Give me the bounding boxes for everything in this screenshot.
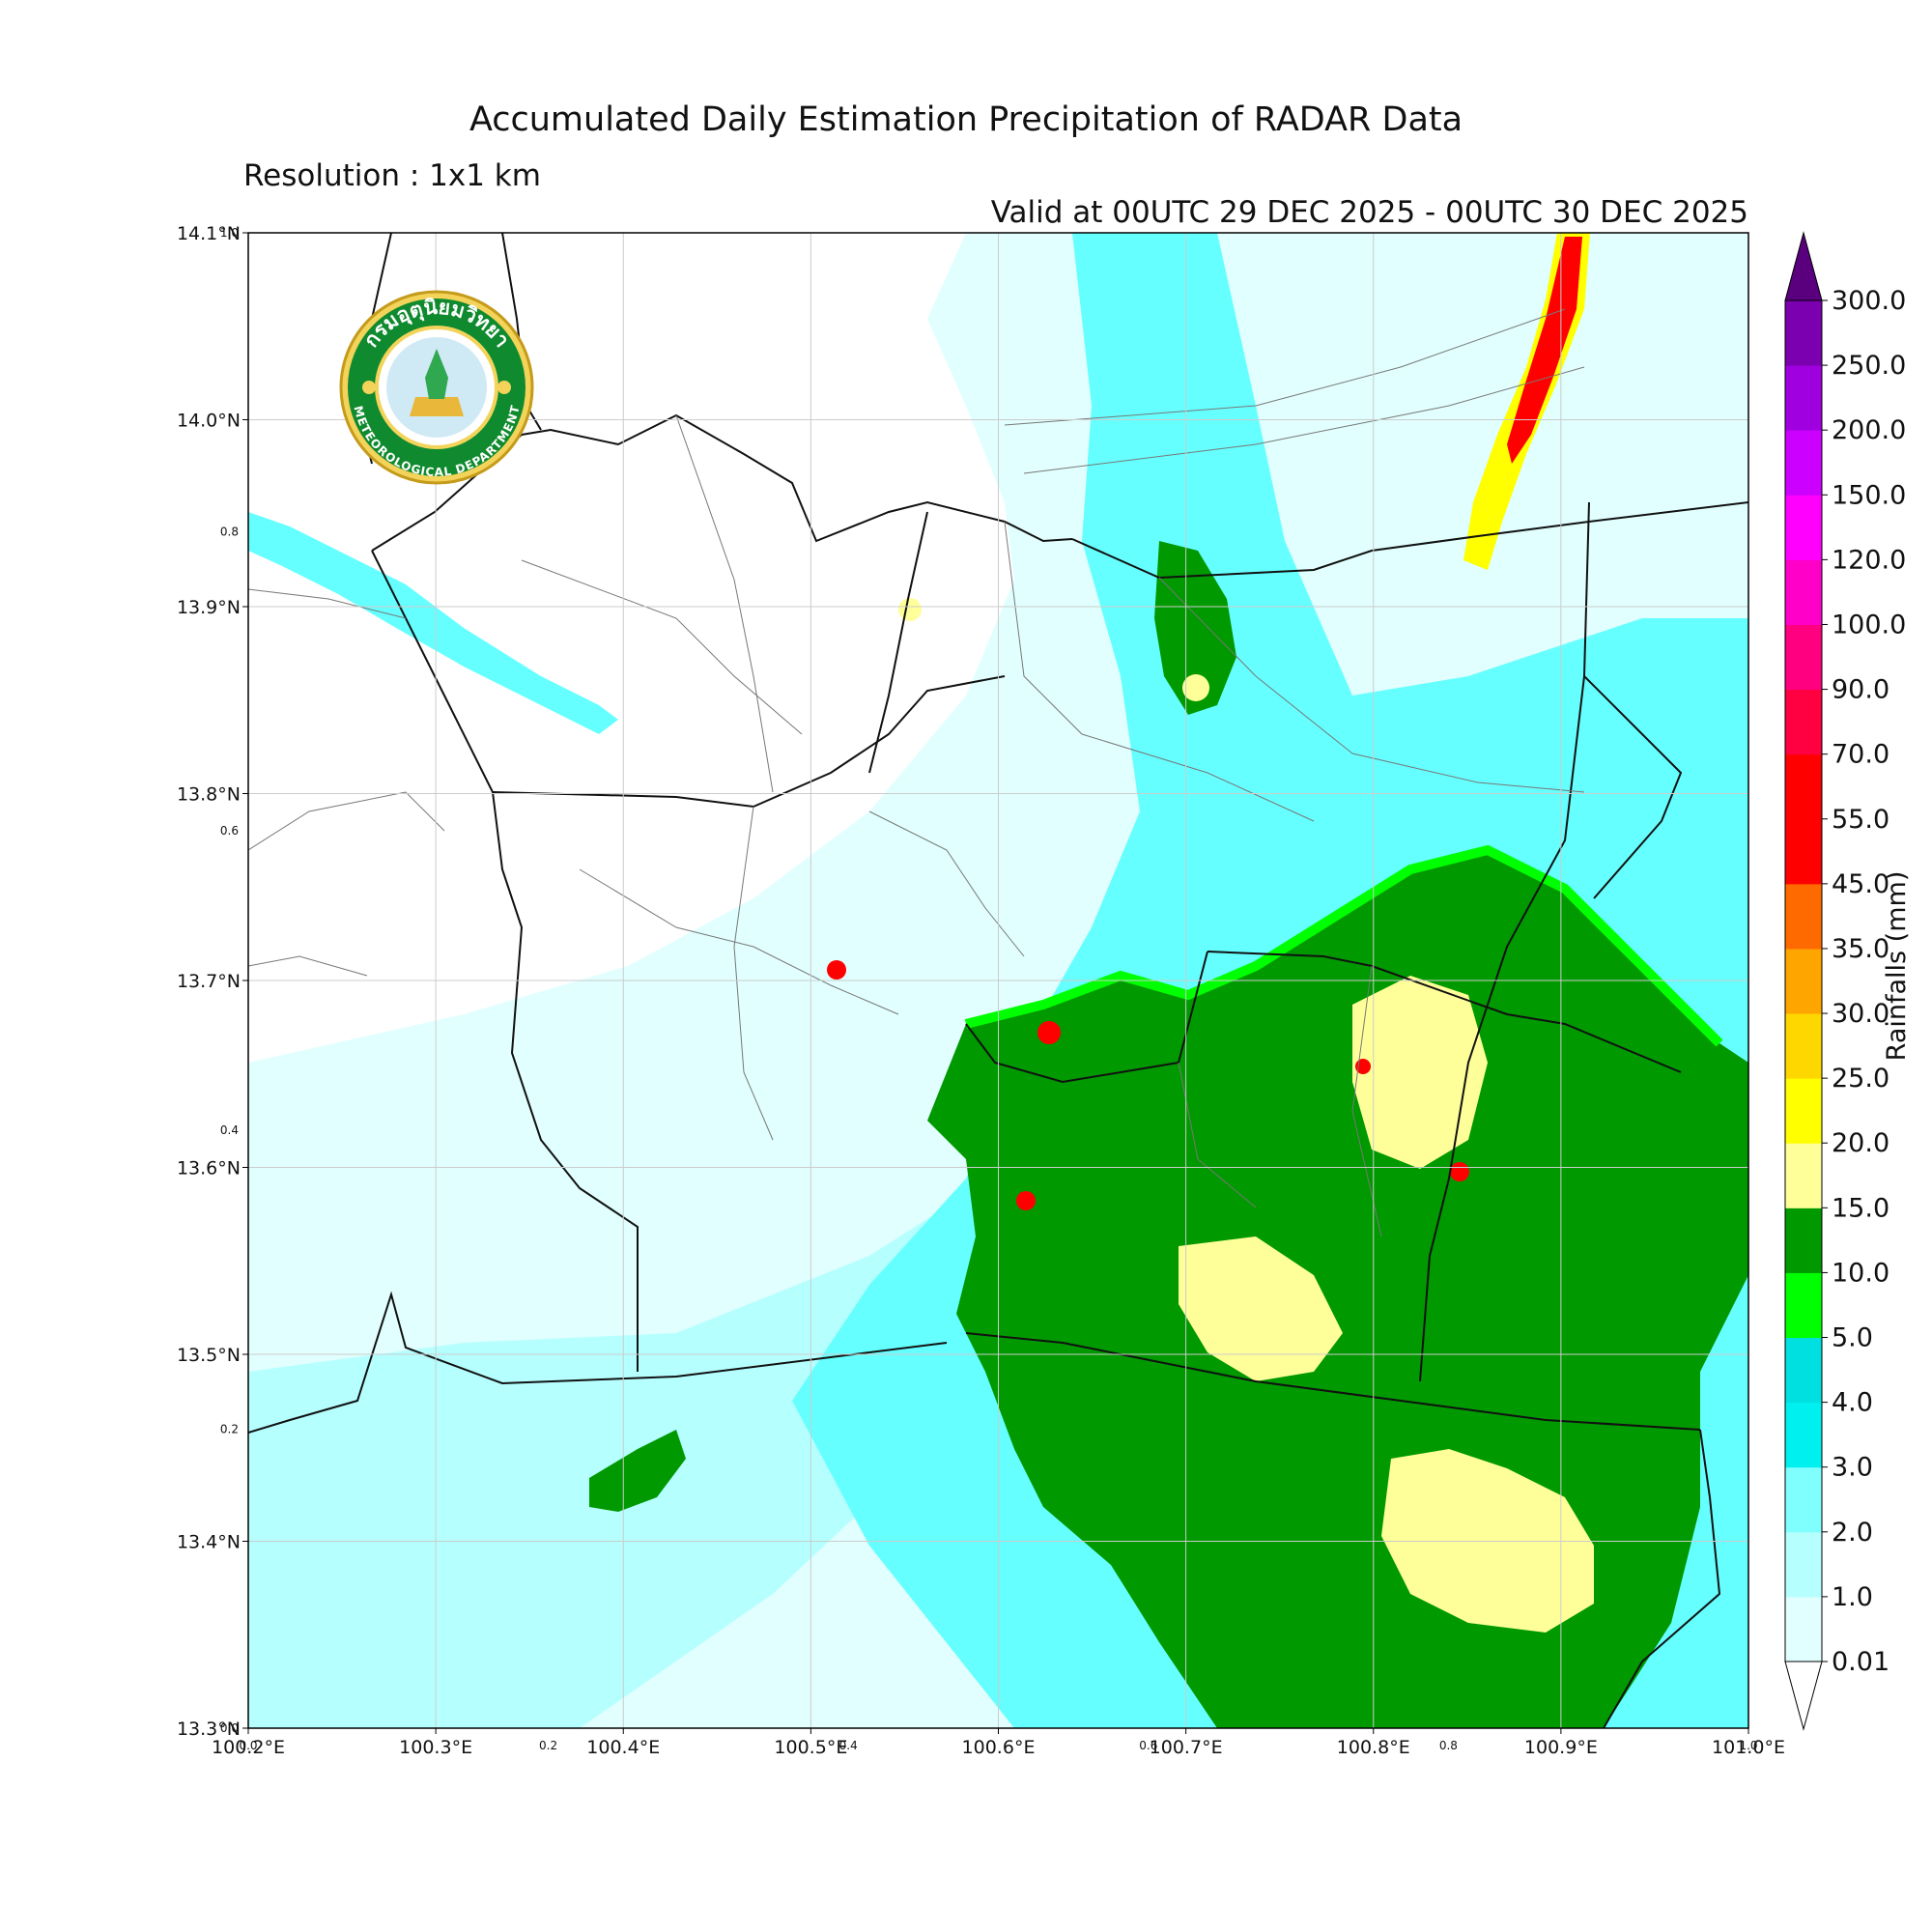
colorbar-segment xyxy=(1785,300,1822,366)
colorbar-tick-label: 3.0 xyxy=(1832,1453,1873,1483)
lon-tick-label: 100.7°E xyxy=(1150,1737,1223,1758)
lon-tick-label: 100.3°E xyxy=(399,1737,472,1758)
colorbar-tick-label: 1.0 xyxy=(1832,1582,1873,1612)
colorbar-segment xyxy=(1785,1597,1822,1662)
logo-ornament-right-icon xyxy=(497,381,511,394)
colorbar-tick-label: 90.0 xyxy=(1832,675,1889,705)
colorbar-segment xyxy=(1785,495,1822,560)
colorbar-tick-label: 15.0 xyxy=(1832,1193,1889,1223)
colorbar-tick-label: 2.0 xyxy=(1832,1518,1873,1548)
colorbar-segment xyxy=(1785,754,1822,820)
longitude-ticks: 100.2°E 100.3°E 100.4°E 100.5°E 100.6°E 100.7… xyxy=(212,1728,1785,1758)
lon-tick-label: 100.4°E xyxy=(586,1737,660,1758)
rain-cell xyxy=(898,598,922,621)
colorbar-tick-label: 300.0 xyxy=(1832,286,1906,316)
colorbar-segment xyxy=(1785,1208,1822,1273)
lon-tick-label: 100.6°E xyxy=(962,1737,1036,1758)
colorbar-tick-label: 200.0 xyxy=(1832,415,1906,445)
colorbar-tick-label: 5.0 xyxy=(1832,1323,1873,1353)
lat-tick-label: 13.5°N xyxy=(177,1345,241,1366)
colorbar-tick-label: 0.01 xyxy=(1832,1647,1889,1677)
colorbar-segment xyxy=(1785,624,1822,690)
colorbar-segment xyxy=(1785,1078,1822,1144)
colorbar-tick-label: 10.0 xyxy=(1832,1258,1889,1288)
secondary-tick-label: 0.8 xyxy=(220,526,239,539)
colorbar-tick-label: 100.0 xyxy=(1832,610,1906,639)
secondary-tick-label: 1.0 xyxy=(220,226,239,240)
colorbar-segment xyxy=(1785,1143,1822,1208)
colorbar-extend-max xyxy=(1785,233,1822,300)
colorbar-segment xyxy=(1785,559,1822,625)
colorbar-segment xyxy=(1785,1532,1822,1598)
logo-ornament-left-icon xyxy=(362,381,376,394)
colorbar-label: Rainfalls (mm) xyxy=(1882,871,1912,1062)
colorbar-segment xyxy=(1785,949,1822,1014)
secondary-tick-label: 1.0 xyxy=(1739,1739,1757,1752)
colorbar-tick-label: 70.0 xyxy=(1832,740,1889,770)
lat-tick-label: 13.4°N xyxy=(177,1532,241,1553)
secondary-tick-label: 0.4 xyxy=(220,1123,239,1137)
secondary-tick-label: 0.2 xyxy=(539,1739,557,1752)
lat-tick-label: 14.0°N xyxy=(177,411,241,432)
logo-throne-icon xyxy=(410,397,464,416)
lat-tick-label: 13.8°N xyxy=(177,784,241,806)
lon-tick-label: 100.9°E xyxy=(1524,1737,1598,1758)
lon-tick-label: 100.8°E xyxy=(1337,1737,1410,1758)
rain-cell xyxy=(1182,674,1209,701)
rain-cell xyxy=(1450,1162,1469,1181)
rain-cell xyxy=(1016,1191,1036,1210)
colorbar-segment xyxy=(1785,1013,1822,1079)
colorbar-tick-label: 150.0 xyxy=(1832,480,1906,510)
colorbar-segment xyxy=(1785,430,1822,496)
secondary-tick-label: 0.6 xyxy=(1139,1739,1157,1752)
lat-tick-label: 13.9°N xyxy=(177,597,241,618)
colorbar-tick-label: 55.0 xyxy=(1832,805,1889,835)
rain-cell xyxy=(1037,1021,1061,1044)
lon-tick-label: 100.5°E xyxy=(774,1737,847,1758)
colorbar-tick-label: 250.0 xyxy=(1832,351,1906,381)
secondary-tick-label: 0.8 xyxy=(1439,1739,1458,1752)
secondary-tick-label: 0.6 xyxy=(220,824,239,838)
rain-cell xyxy=(827,960,846,980)
lat-tick-label: 13.6°N xyxy=(177,1158,241,1179)
colorbar-extend-min xyxy=(1785,1662,1822,1729)
colorbar-tick-label: 20.0 xyxy=(1832,1128,1889,1158)
colorbar-segment xyxy=(1785,1338,1822,1404)
secondary-tick-label: 0.0 xyxy=(239,1739,257,1752)
colorbar-segment xyxy=(1785,1272,1822,1338)
colorbar-tick-label: 4.0 xyxy=(1832,1388,1873,1418)
colorbar-tick-label: 120.0 xyxy=(1832,545,1906,575)
colorbar-segment xyxy=(1785,819,1822,885)
colorbar-segment xyxy=(1785,690,1822,755)
lat-tick-label: 13.7°N xyxy=(177,971,241,992)
colorbar-tick-label: 25.0 xyxy=(1832,1064,1889,1094)
secondary-tick-label: 0.2 xyxy=(220,1422,239,1435)
colorbar-segment xyxy=(1785,1467,1822,1533)
latitude-ticks: 13.3°N 13.4°N 13.5°N 13.6°N 13.7°N 13.8°N 13.9… xyxy=(177,223,248,1740)
colorbar-segment xyxy=(1785,884,1822,950)
tmd-logo: กรมอุตุนิยมวิทยา METEOROLOGICAL DEPARTME… xyxy=(341,292,532,483)
secondary-tick-label: 0.0 xyxy=(220,1721,239,1735)
colorbar-segment xyxy=(1785,365,1822,431)
secondary-tick-label: 0.4 xyxy=(839,1739,858,1752)
colorbar-segment xyxy=(1785,1403,1822,1468)
